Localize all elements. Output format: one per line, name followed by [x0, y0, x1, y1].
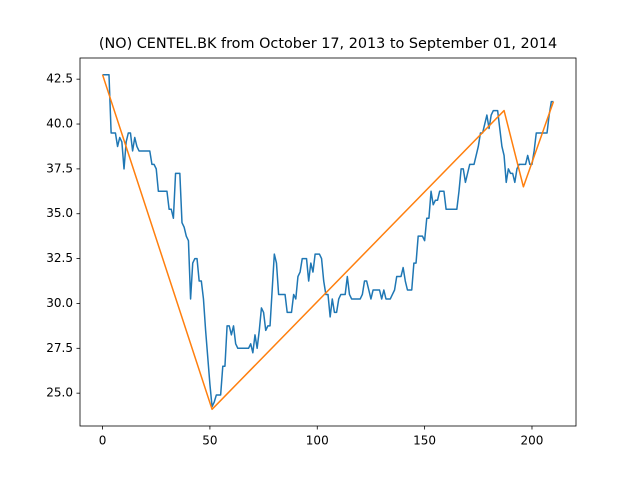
- y-tick-label: 30.0: [46, 296, 73, 310]
- y-tick-label: 42.5: [46, 72, 73, 86]
- x-tick-label: 0: [99, 434, 107, 448]
- line-series: [102, 73, 554, 408]
- y-tick-label: 27.5: [46, 341, 73, 355]
- line-series: [101, 74, 555, 411]
- x-tick-label: 100: [306, 434, 329, 448]
- axes-frame: [79, 57, 577, 427]
- x-tick-label: 50: [202, 434, 217, 448]
- y-tick-label: 40.0: [46, 117, 73, 131]
- y-tick-label: 35.0: [46, 206, 73, 220]
- y-tick-label: 25.0: [46, 386, 73, 400]
- y-tick-label: 32.5: [46, 251, 73, 265]
- y-tick-label: 37.5: [46, 161, 73, 175]
- chart-title: (NO) CENTEL.BK from October 17, 2013 to …: [99, 36, 557, 52]
- x-tick-label: 200: [521, 434, 544, 448]
- x-tick-label: 150: [413, 434, 436, 448]
